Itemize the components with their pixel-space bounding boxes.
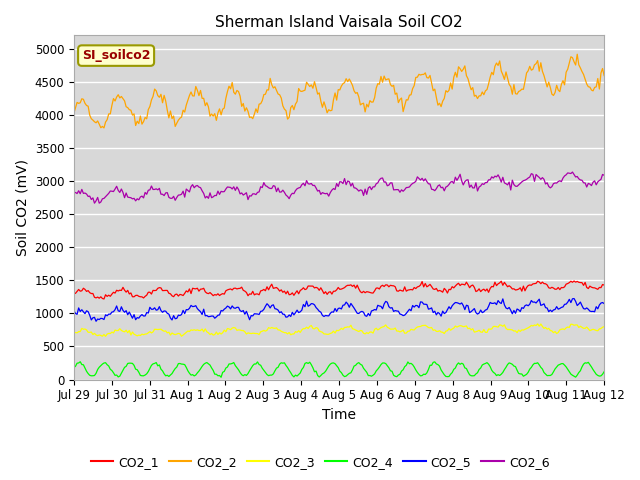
Legend: CO2_1, CO2_2, CO2_3, CO2_4, CO2_5, CO2_6: CO2_1, CO2_2, CO2_3, CO2_4, CO2_5, CO2_6 — [86, 451, 554, 474]
Text: SI_soilco2: SI_soilco2 — [82, 49, 150, 62]
Y-axis label: Soil CO2 (mV): Soil CO2 (mV) — [15, 159, 29, 256]
X-axis label: Time: Time — [322, 408, 356, 422]
Title: Sherman Island Vaisala Soil CO2: Sherman Island Vaisala Soil CO2 — [215, 15, 463, 30]
